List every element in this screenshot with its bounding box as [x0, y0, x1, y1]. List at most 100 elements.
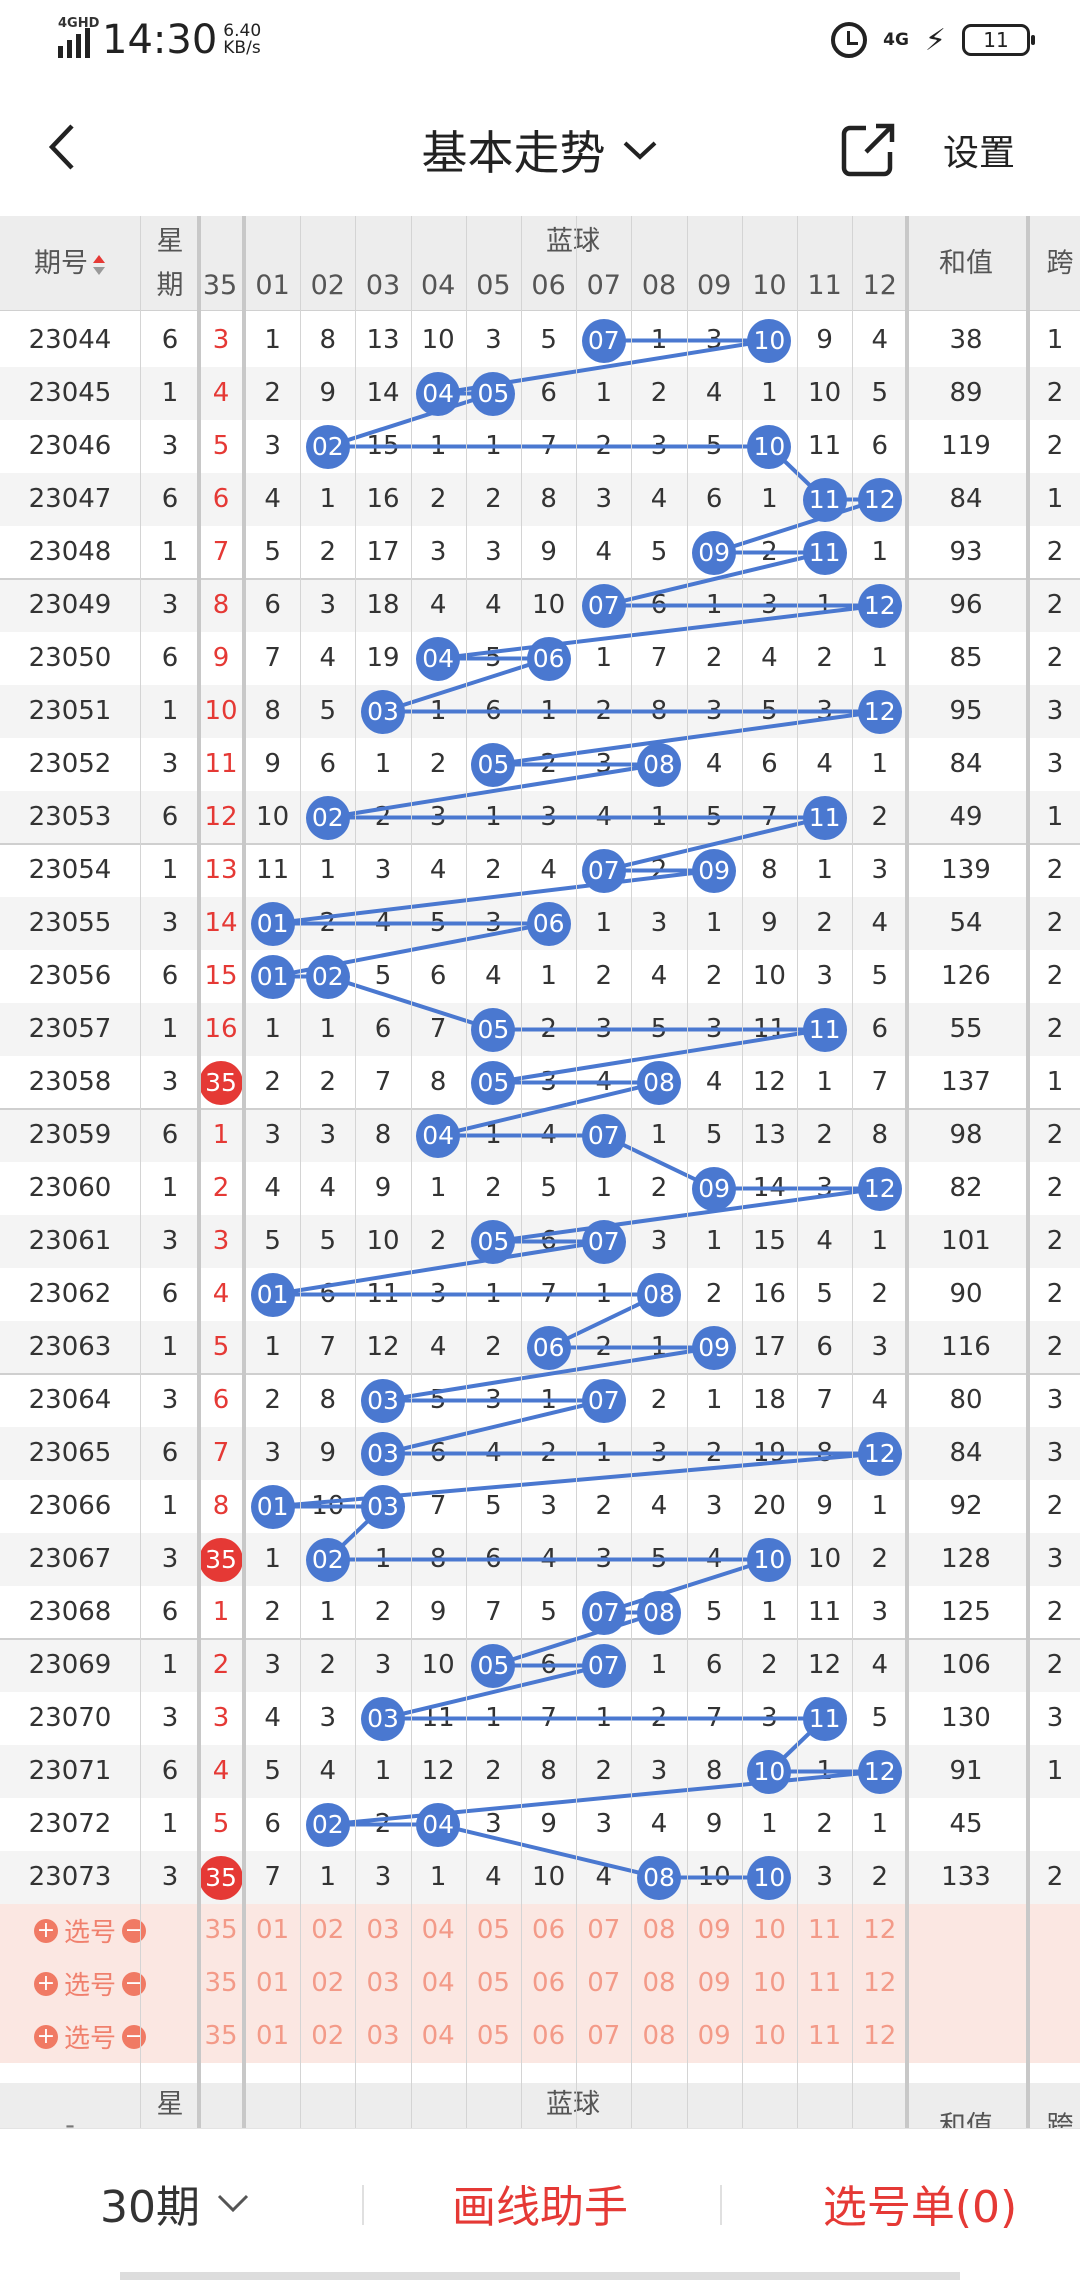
sum-cell: 92 — [949, 1491, 983, 1521]
pick-number-cell[interactable]: 08 — [642, 1968, 676, 1998]
settings-button[interactable]: 设置 — [943, 133, 1016, 174]
pick-list-button[interactable]: 选号单(0) — [822, 2182, 1018, 2233]
omission-cell: 1 — [650, 1120, 668, 1150]
red-cell: 4 — [212, 1279, 230, 1309]
minus-icon[interactable]: − — [122, 1971, 147, 1996]
pick-number-cell[interactable]: 07 — [587, 1915, 621, 1945]
pick-number-cell[interactable]: 05 — [476, 1915, 510, 1945]
share-icon[interactable] — [840, 120, 898, 178]
issue-cell: 23055 — [28, 908, 112, 938]
pick-number-cell[interactable]: 01 — [256, 1915, 290, 1945]
omission-cell: 4 — [429, 590, 447, 620]
plus-icon[interactable]: + — [34, 1918, 58, 1943]
pick-number-cell[interactable]: 12 — [863, 2021, 897, 2051]
blue-ball: 01 — [250, 954, 295, 999]
period-label[interactable]: 30期 — [100, 2182, 200, 2233]
weekday-header-bottom: 期 — [156, 270, 184, 301]
sum-cell: 84 — [949, 1438, 983, 1468]
chevron-down-icon[interactable] — [216, 2192, 250, 2214]
pick-number-cell[interactable]: 09 — [697, 2021, 731, 2051]
span-cell: 3 — [1046, 749, 1064, 779]
red-cell: 10 — [204, 696, 238, 726]
issue-cell: 23045 — [28, 378, 112, 408]
clock: 14:30 — [102, 17, 218, 63]
issue-cell: 23049 — [28, 590, 112, 620]
minus-icon[interactable]: − — [122, 1918, 147, 1943]
omission-cell: 1 — [871, 1809, 889, 1839]
sum-cell: 45 — [949, 1809, 983, 1839]
pick-number-cell[interactable]: 06 — [532, 1968, 566, 1998]
page-title[interactable]: 基本走势 — [421, 126, 606, 180]
pick-number-cell[interactable]: 09 — [697, 1915, 731, 1945]
plus-icon[interactable]: + — [34, 2024, 58, 2049]
pick-number-cell[interactable]: 02 — [311, 2021, 345, 2051]
pick-number-cell[interactable]: 05 — [476, 2021, 510, 2051]
trend-line — [272, 1239, 605, 1297]
blue-ball: 03 — [361, 1378, 405, 1423]
pick-number-cell[interactable]: 08 — [642, 2021, 676, 2051]
pick-number-cell[interactable]: 10 — [752, 1915, 786, 1945]
omission-cell: 1 — [871, 749, 889, 779]
pick-red-cell[interactable]: 35 — [204, 1915, 238, 1945]
title-dropdown[interactable]: 基本走势 — [0, 117, 1080, 183]
pick-number-cell[interactable]: 09 — [697, 1968, 731, 1998]
pick-number-cell[interactable]: 05 — [476, 1968, 510, 1998]
blue-ball: 12 — [857, 477, 902, 522]
pick-red-cell[interactable]: 35 — [204, 1968, 238, 1998]
issue-cell: 23053 — [28, 802, 112, 832]
sum-cell: 49 — [949, 802, 983, 832]
pick-number-cell[interactable]: 11 — [808, 2021, 842, 2051]
issue-cell: 23062 — [28, 1279, 112, 1309]
red-cell: 7 — [212, 537, 230, 567]
pick-number-cell[interactable]: 07 — [587, 2021, 621, 2051]
blue-col-header: 06 — [531, 270, 566, 301]
omission-cell: 10 — [808, 1544, 842, 1574]
pick-number-cell[interactable]: 03 — [366, 1968, 400, 1998]
red-cell: 3 — [212, 325, 230, 355]
sum-cell: 84 — [949, 484, 983, 514]
pick-number-cell[interactable]: 04 — [421, 1968, 455, 1998]
issue-header[interactable]: 期号 — [0, 216, 140, 311]
pick-number-cell[interactable]: 01 — [256, 1968, 290, 1998]
pick-number-cell[interactable]: 03 — [366, 1915, 400, 1945]
pick-number-cell[interactable]: 10 — [752, 2021, 786, 2051]
back-icon[interactable] — [42, 122, 82, 172]
pick-red-cell[interactable]: 35 — [204, 2021, 238, 2051]
pick-number-cell[interactable]: 01 — [256, 2021, 290, 2051]
issue-cell: 23059 — [28, 1120, 112, 1150]
plus-icon[interactable]: + — [34, 1971, 58, 1996]
draw-helper-button[interactable]: 画线助手 — [452, 2182, 628, 2233]
omission-cell: 9 — [264, 749, 281, 779]
pick-number-cell[interactable]: 06 — [532, 2021, 566, 2051]
red-cell: 13 — [204, 855, 238, 885]
period-selector[interactable]: 30期 — [100, 2171, 250, 2235]
pick-number-cell[interactable]: 08 — [642, 1915, 676, 1945]
pick-number-cell[interactable]: 10 — [752, 1968, 786, 1998]
chevron-down-icon[interactable] — [621, 137, 659, 163]
minus-icon[interactable]: − — [122, 2024, 147, 2049]
omission-cell: 7 — [264, 643, 281, 673]
blue-ball: 02 — [305, 954, 350, 999]
red-cell: 1 — [212, 1597, 230, 1627]
pick-number-cell[interactable]: 04 — [421, 2021, 455, 2051]
pick-number-cell[interactable]: 02 — [311, 1915, 345, 1945]
span-cell: 3 — [1046, 1544, 1064, 1574]
sort-icon[interactable] — [92, 254, 106, 275]
issue-header-label[interactable]: 期号 — [34, 248, 88, 279]
pick-number-cell[interactable]: 06 — [532, 1915, 566, 1945]
pick-number-cell[interactable]: 04 — [421, 1915, 455, 1945]
pick-number-cell[interactable]: 03 — [366, 2021, 400, 2051]
pick-number-cell[interactable]: 07 — [587, 1968, 621, 1998]
pick-number-cell[interactable]: 12 — [863, 1915, 897, 1945]
red-cell: 12 — [204, 802, 238, 832]
span-cell: 2 — [1046, 643, 1064, 673]
omission-cell: 7 — [485, 1597, 502, 1627]
omission-cell: 9 — [374, 1173, 392, 1203]
blue-ball: 10 — [747, 318, 792, 363]
sum-cell: 85 — [949, 643, 983, 673]
blue-ball: 10 — [747, 424, 792, 469]
pick-number-cell[interactable]: 11 — [808, 1968, 842, 1998]
pick-number-cell[interactable]: 02 — [311, 1968, 345, 1998]
pick-number-cell[interactable]: 11 — [808, 1915, 842, 1945]
pick-number-cell[interactable]: 12 — [863, 1968, 897, 1998]
